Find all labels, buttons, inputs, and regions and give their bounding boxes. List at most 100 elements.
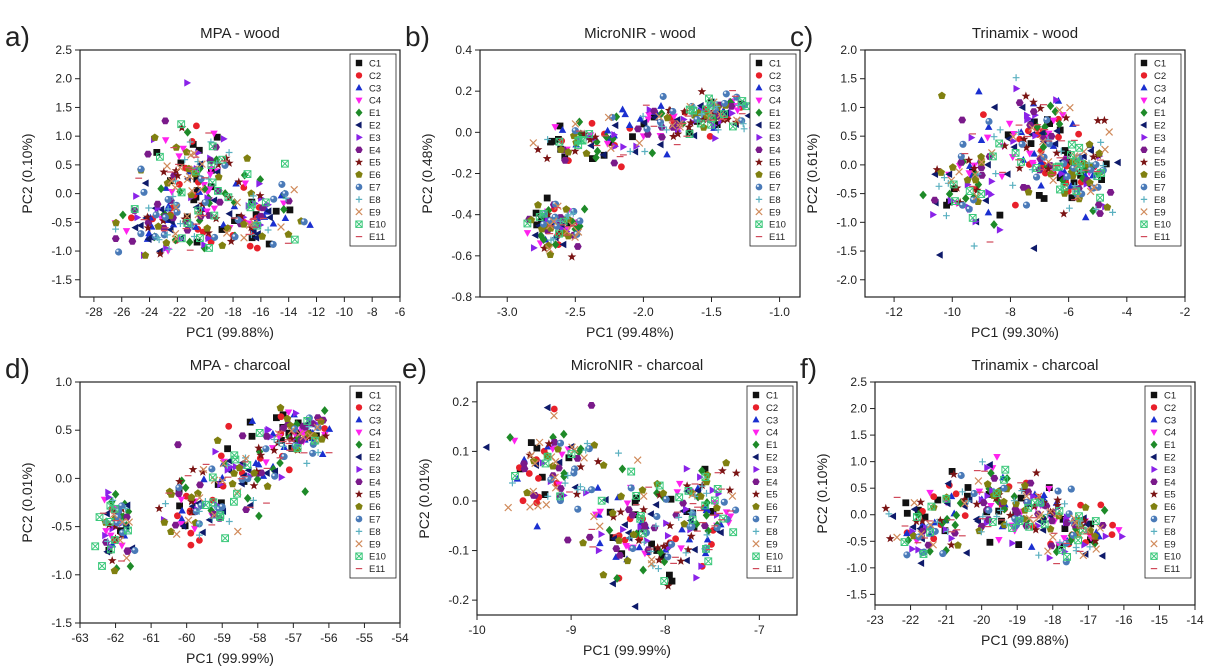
data-point <box>207 161 216 170</box>
data-point <box>652 501 660 509</box>
x-tick-label: -22 <box>902 613 920 627</box>
data-point <box>1038 129 1046 137</box>
data-point <box>1028 124 1037 132</box>
data-point <box>133 192 140 200</box>
data-point <box>703 535 712 543</box>
legend-marker <box>752 515 760 523</box>
data-point <box>683 556 690 565</box>
data-point <box>930 196 939 204</box>
data-point <box>262 445 270 453</box>
data-point <box>1000 475 1008 484</box>
data-point <box>938 91 946 99</box>
legend-label: E6 <box>369 502 381 513</box>
data-point <box>1100 505 1109 515</box>
data-point <box>718 466 727 475</box>
data-point <box>154 503 164 513</box>
y-tick-label: -1.0 <box>51 568 72 582</box>
legend-marker <box>355 59 363 67</box>
data-point <box>616 552 624 559</box>
data-point <box>698 110 706 118</box>
data-point <box>1045 485 1053 493</box>
legend-label: C4 <box>1164 428 1176 439</box>
y-tick-label: -1.5 <box>51 273 72 287</box>
data-point <box>1011 148 1020 157</box>
data-point <box>243 170 252 179</box>
legend-marker <box>1150 415 1158 423</box>
data-point <box>276 403 285 412</box>
x-tick-label: -26 <box>113 305 131 319</box>
data-point <box>977 190 986 198</box>
data-point <box>713 121 721 128</box>
data-point <box>963 176 972 184</box>
data-point <box>190 525 199 533</box>
data-point <box>1098 552 1106 560</box>
data-point <box>701 465 709 473</box>
data-point <box>620 525 627 534</box>
data-point <box>1097 169 1106 178</box>
legend-marker <box>1140 97 1148 105</box>
data-point <box>271 472 279 480</box>
data-point <box>238 432 247 440</box>
data-point <box>720 99 729 107</box>
x-tick-label: -59 <box>214 631 232 645</box>
data-point <box>153 200 162 208</box>
data-point <box>1022 492 1031 501</box>
data-point <box>989 487 997 495</box>
data-point <box>1089 171 1097 179</box>
data-point <box>604 113 613 122</box>
data-point <box>1053 127 1061 135</box>
data-point <box>704 557 713 566</box>
data-point <box>1008 524 1016 532</box>
data-point <box>1051 139 1059 148</box>
data-point <box>1086 543 1094 551</box>
data-point <box>598 530 606 539</box>
data-point <box>162 500 169 508</box>
data-point <box>648 540 655 548</box>
data-point <box>1025 514 1034 523</box>
data-point <box>535 438 544 447</box>
data-point <box>1031 525 1041 534</box>
data-point <box>1015 99 1024 107</box>
data-point <box>965 205 973 213</box>
data-point <box>1089 152 1098 161</box>
data-point <box>710 496 719 505</box>
data-point <box>1033 173 1041 181</box>
data-point <box>889 512 897 521</box>
data-point <box>270 195 278 203</box>
data-point <box>663 581 673 590</box>
points-layer <box>111 79 314 260</box>
data-point <box>915 546 923 554</box>
data-point <box>1010 497 1018 505</box>
data-point <box>635 139 644 147</box>
data-point <box>1029 108 1038 115</box>
x-tick-label: -8 <box>367 305 378 319</box>
data-point <box>638 486 647 494</box>
data-point <box>192 223 200 230</box>
legend-label: E5 <box>769 158 781 169</box>
data-point <box>962 193 970 203</box>
data-point <box>279 424 288 432</box>
data-point <box>1012 74 1020 82</box>
data-point <box>656 140 664 149</box>
data-point <box>972 499 982 508</box>
y-tick-label: 0.5 <box>55 158 72 172</box>
data-point <box>1092 205 1100 213</box>
legend-marker <box>1140 183 1148 191</box>
data-point <box>990 474 999 482</box>
panel-2: b) MicroNIR - wood -3.0 -2.5 -2.0 -1.5 -1.0 -0.… <box>405 21 801 340</box>
data-point <box>1021 91 1031 100</box>
panel-label: b) <box>405 21 430 52</box>
data-point <box>659 92 667 101</box>
data-point <box>977 528 985 536</box>
data-point <box>185 237 194 247</box>
data-point <box>1068 194 1076 202</box>
y-tick-label: -1.5 <box>836 244 857 258</box>
data-point <box>656 118 665 126</box>
data-point <box>675 493 684 502</box>
data-point <box>200 184 209 194</box>
data-point <box>608 508 617 517</box>
data-point <box>560 429 568 439</box>
data-point <box>608 113 616 121</box>
data-point <box>580 454 588 462</box>
data-point <box>702 510 711 520</box>
